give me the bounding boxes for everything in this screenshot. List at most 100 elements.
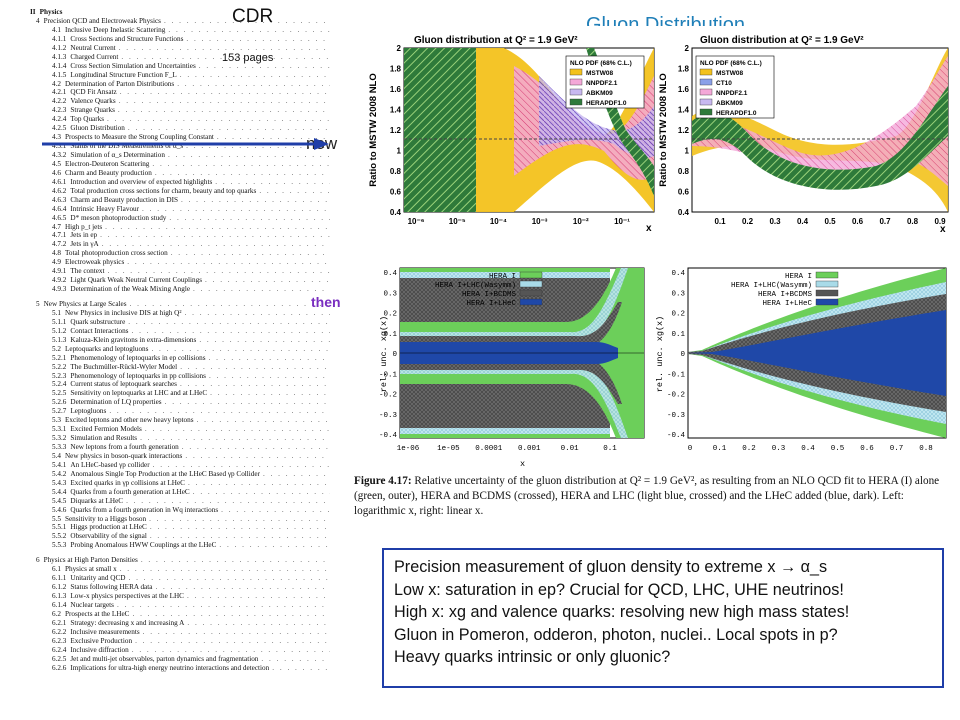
toc-entry: 5.3.1 Excited Fermion Models. . . . . . .… [30, 425, 330, 434]
legend-item-label: MSTW08 [586, 70, 613, 77]
toc-entry-title: Longitudinal Structure Function F_L [70, 70, 177, 79]
toc-entry: 5.4.4 Quarks from a fourth generation at … [30, 488, 330, 497]
toc-leader-dots: . . . . . . . . . . . . . . . . . . . . … [168, 25, 330, 34]
toc-entry: 4.1 Inclusive Deep Inelastic Scattering. … [30, 26, 330, 35]
y-tick-label: 0.1 [383, 331, 397, 339]
toc-entry: 6.2.2 Inclusive measurements. . . . . . .… [30, 628, 330, 637]
y-tick-label: 1.2 [678, 126, 690, 135]
legend-item-label: HERAPDF1.0 [586, 100, 627, 107]
x-tick-label: 0.5 [831, 445, 845, 453]
toc-leader-dots: . . . . . . . . . . . . . . . . . . . . … [186, 34, 330, 43]
toc-entry-number: 6.1.3 [52, 592, 67, 600]
toc-entry-number: 6.2.4 [52, 645, 67, 654]
y-tick-label: 1.8 [678, 65, 690, 74]
toc-entry-title: Current status of leptoquark searches [70, 380, 177, 389]
toc-entry-number: 6.2 [52, 609, 61, 618]
toc-leader-dots: . . . . . . . . . . . . . . . . . . . . … [127, 258, 330, 267]
toc-entry: 4.2.1 QCD Fit Ansatz. . . . . . . . . . .… [30, 88, 330, 97]
toc-entry: 5.5.3 Probing Anomalous HWW Couplings at … [30, 541, 330, 550]
toc-entry-number: 6 [36, 556, 40, 565]
legend-swatch [519, 289, 543, 297]
y-tick-label: -0.2 [667, 392, 685, 400]
toc-entry-title: Total photoproduction cross section [64, 249, 168, 258]
toc-entry-number: 4.7 [52, 222, 61, 231]
toc-entry-title: Contact Interactions [70, 326, 129, 335]
toc-entry-title: Valence Quarks [70, 97, 116, 106]
toc-leader-dots: . . . . . . . . . . . . . . . . . . . . … [210, 389, 330, 398]
toc-entry-title: Implications for ultra-high energy neutr… [70, 663, 270, 672]
legend-header: NLO PDF (68% C.L.) [570, 60, 632, 67]
toc-entry-number: 5.5.3 [52, 541, 67, 550]
y-tick-label: -0.3 [667, 412, 686, 420]
toc-leader-dots: . . . . . . . . . . . . . . . . . . . . … [107, 267, 330, 276]
toc-leader-dots: . . . . . . . . . . . . . . . . . . . . … [179, 380, 330, 389]
toc-entry: 5.3.2 Simulation and Results. . . . . . .… [30, 434, 330, 443]
toc-leader-dots: . . . . . . . . . . . . . . . . . . . . … [199, 335, 330, 344]
toc-entry-title: Kaluza-Klein gravitons in extra-dimensio… [70, 335, 197, 344]
y-tick-label: -0.4 [379, 432, 398, 440]
toc-leader-dots: . . . . . . . . . . . . . . . . . . . . … [131, 326, 330, 335]
y-tick-label: 1 [685, 147, 690, 156]
toc-leader-dots: . . . . . . . . . . . . . . . . . . . . … [128, 574, 330, 583]
toc-entry-number: 6.1.4 [52, 600, 67, 609]
toc-leader-dots: . . . . . . . . . . . . . . . . . . . . … [180, 195, 330, 204]
y-tick-label: -0.2 [379, 392, 397, 400]
toc-entry: 6.1.2 Status following HERA data. . . . .… [30, 583, 330, 592]
toc-entry-number: 4.9 [52, 258, 61, 267]
toc-leader-dots: . . . . . . . . . . . . . . . . . . . . … [186, 592, 330, 600]
legend-item-label: HERA I+LHeC [762, 300, 812, 308]
legend-swatch [569, 98, 583, 106]
toc-leader-dots: . . . . . . . . . . . . . . . . . . . . … [219, 541, 330, 550]
toc-entry-number: 4.2.4 [52, 115, 67, 124]
toc-entry-title: An LHeC-based γp collider [70, 460, 150, 469]
legend-swatch [569, 68, 583, 76]
toc-entry-title: Top Quarks [70, 115, 105, 124]
toc-leader-dots: . . . . . . . . . . . . . . . . . . . . … [116, 600, 330, 609]
toc-leader-dots: . . . . . . . . . . . . . . . . . . . . … [198, 61, 330, 70]
y-tick-label: 0.8 [678, 167, 690, 176]
toc-entry-title: Light Quark Weak Neutral Current Couplin… [70, 276, 203, 285]
toc-entry: 4.6.5 D* meson photoproduction study. . .… [30, 214, 330, 223]
y-tick-label: 0.4 [390, 208, 402, 217]
toc-entry: 6.1.4 Nuclear targets. . . . . . . . . . … [30, 601, 330, 610]
toc-entry: 5.1.3 Kaluza-Klein gravitons in extra-dim… [30, 336, 330, 345]
x-tick-label: 10⁻² [573, 217, 589, 226]
top-right-ratio-plot: Gluon distribution at Q² = 1.9 GeV² Rati… [656, 26, 956, 238]
toc-entry-title: Physics at small x [64, 565, 117, 574]
toc-entry-title: Inclusive diffraction [70, 645, 129, 654]
x-tick-label: 10⁻¹ [614, 217, 630, 226]
toc-entry-title: Phenomenology of leptoquarks in ep colli… [70, 353, 206, 362]
toc-entry-number: 5.5.2 [52, 532, 67, 541]
legend-swatch [699, 98, 713, 106]
toc-entry-number: 5.2.7 [52, 407, 67, 416]
legend-box [695, 55, 775, 119]
table-of-contents: II Physics 4 Precision QCD and Electroweak … [30, 8, 330, 716]
y-tick-label: 2 [397, 44, 402, 53]
toc-leader-dots: . . . . . . . . . . . . . . . . . . . . … [152, 460, 330, 469]
toc-leader-dots: . . . . . . . . . . . . . . . . . . . . … [177, 79, 330, 88]
toc-entry: 4.2.5 Gluon Distribution. . . . . . . . .… [30, 124, 330, 133]
y-tick-label: 1 [397, 147, 402, 156]
toc-leader-dots: . . . . . . . . . . . . . . . . . . . . … [170, 249, 330, 258]
toc-entry: 4.2 Determination of Parton Distributions… [30, 80, 330, 89]
toc-entry: 4.7 High p_t jets. . . . . . . . . . . . … [30, 223, 330, 232]
toc-entry-number: II [30, 8, 36, 16]
toc-entry-number: 6.1.2 [52, 583, 67, 592]
toc-leader-dots: . . . . . . . . . . . . . . . . . . . . … [185, 451, 330, 460]
toc-entry: 4.9 Electroweak physics. . . . . . . . . … [30, 258, 330, 267]
toc-entry-number: 5.2.6 [52, 398, 67, 407]
toc-entry-title: Strategy: decreasing x and increasing A [70, 618, 185, 627]
toc-entry-number: 5.3.3 [52, 443, 67, 451]
toc-leader-dots: . . . . . . . . . . . . . . . . . . . . … [272, 663, 330, 672]
toc-leader-dots: . . . . . . . . . . . . . . . . . . . . … [208, 353, 330, 362]
toc-entry-title: Jets in γA [70, 240, 99, 249]
toc-leader-dots: . . . . . . . . . . . . . . . . . . . . … [208, 371, 330, 380]
toc-leader-dots: . . . . . . . . . . . . . . . . . . . . … [118, 43, 330, 52]
toc-leader-dots: . . . . . . . . . . . . . . . . . . . . … [126, 496, 330, 505]
top-left-y-label: Ratio to MSTW 2008 NLO [368, 73, 379, 186]
toc-entry-title: QCD Fit Ansatz [70, 88, 117, 97]
y-tick-label: 0.1 [671, 331, 685, 339]
toc-leader-dots: . . . . . . . . . . . . . . . . . . . . … [121, 52, 330, 61]
legend-item-label: HERA I+LHC(Wasymm) [435, 282, 516, 290]
toc-entry-title: Unitarity and QCD [70, 574, 126, 583]
